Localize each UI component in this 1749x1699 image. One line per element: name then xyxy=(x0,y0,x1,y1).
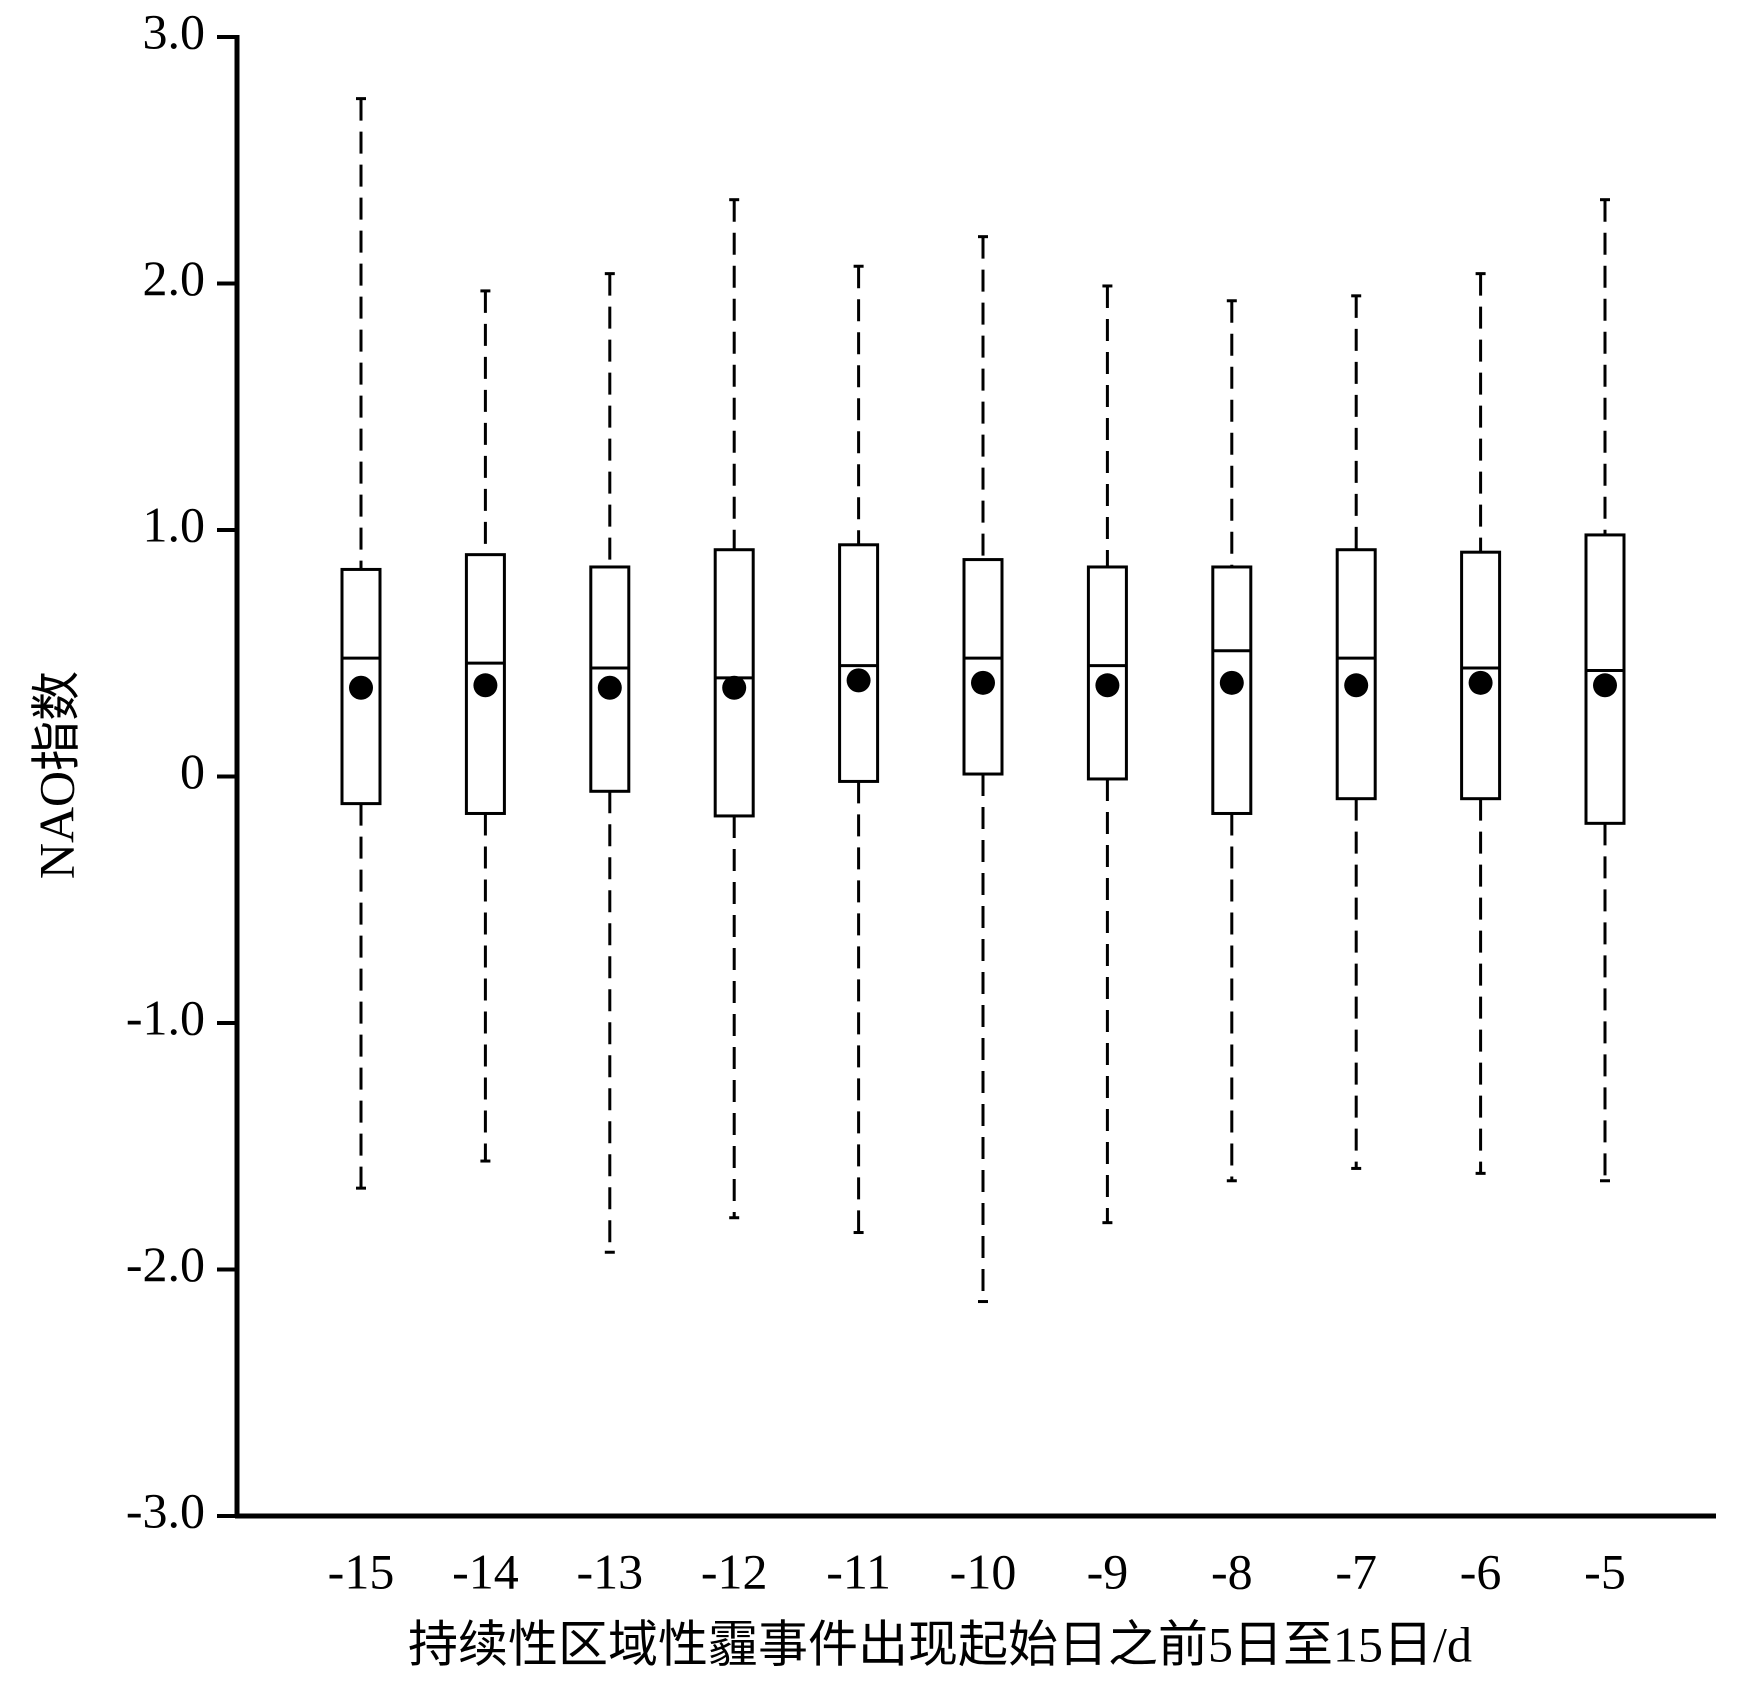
mean xyxy=(1593,673,1617,698)
y-tick-label: 3.0 xyxy=(143,3,206,59)
x-tick-label: -9 xyxy=(1087,1543,1129,1599)
x-tick-label: -6 xyxy=(1460,1543,1502,1599)
y-tick-label: 2.0 xyxy=(143,250,206,306)
y-tick-label: -3.0 xyxy=(126,1482,205,1538)
mean xyxy=(1344,673,1369,698)
x-tick-label: -5 xyxy=(1584,1543,1626,1599)
x-tick-label: -10 xyxy=(950,1543,1017,1599)
x-tick-label: -15 xyxy=(328,1543,395,1599)
x-tick-label: -8 xyxy=(1211,1543,1253,1599)
box xyxy=(1211,565,1253,815)
mean xyxy=(349,675,373,700)
mean xyxy=(597,675,622,700)
mean xyxy=(1219,670,1244,695)
mean xyxy=(1468,670,1493,695)
x-tick-label: -12 xyxy=(701,1543,768,1599)
y-tick-label: -1.0 xyxy=(126,989,205,1045)
x-axis-label: 持续性区域性霾事件出现起始日之前5日至15日/d xyxy=(408,1616,1472,1672)
mean xyxy=(846,668,871,693)
mean xyxy=(473,673,498,698)
mean xyxy=(722,675,747,700)
box xyxy=(838,543,880,783)
y-tick-label: 0 xyxy=(180,743,205,799)
y-tick-label: 1.0 xyxy=(143,496,206,552)
box xyxy=(1086,565,1128,781)
x-tick-label: -14 xyxy=(452,1543,519,1599)
mean xyxy=(971,670,995,695)
x-tick-label: -13 xyxy=(576,1543,643,1599)
x-tick-label: -11 xyxy=(826,1543,891,1599)
x-tick-label: -7 xyxy=(1335,1543,1377,1599)
y-axis-label: NAO指数 xyxy=(28,671,84,879)
mean xyxy=(1095,673,1120,698)
box xyxy=(962,558,1004,776)
y-tick-label: -2.0 xyxy=(126,1236,205,1292)
